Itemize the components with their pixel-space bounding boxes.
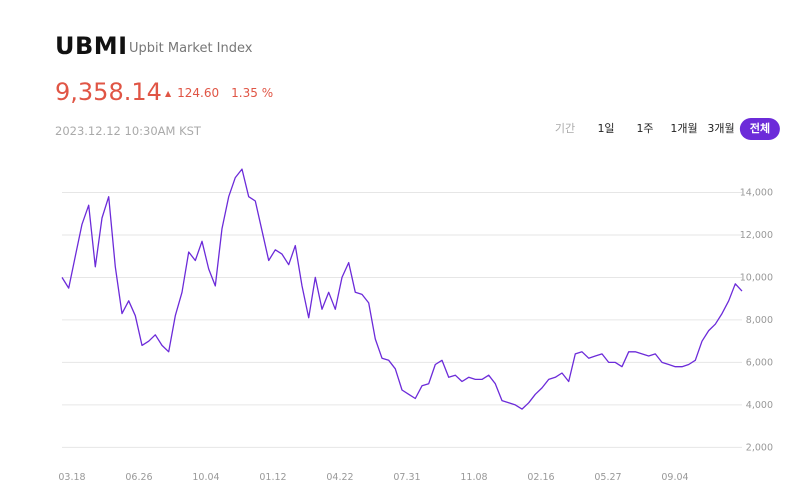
y-tick-label: 12,000 bbox=[740, 230, 773, 241]
ubmi-series-line bbox=[61, 168, 743, 410]
y-tick-label: 8,000 bbox=[746, 315, 773, 326]
timestamp: 2023.12.12 10:30AM KST bbox=[55, 124, 201, 138]
tab-1-week[interactable]: 1주 bbox=[636, 122, 654, 135]
y-tick-label: 14,000 bbox=[740, 187, 773, 198]
up-triangle-icon: ▲ bbox=[165, 89, 172, 98]
change-percent: 1.35 % bbox=[231, 86, 274, 100]
current-price: 9,358.14 bbox=[55, 78, 162, 106]
tab-1-day[interactable]: 1일 bbox=[597, 122, 615, 135]
period-label: 기간 bbox=[554, 122, 576, 135]
tab-1-month[interactable]: 1개월 bbox=[670, 122, 698, 135]
x-tick-label: 04.22 bbox=[326, 472, 353, 483]
x-tick-label: 06.26 bbox=[125, 472, 152, 483]
x-tick-label: 05.27 bbox=[594, 472, 621, 483]
x-tick-label: 09.04 bbox=[661, 472, 688, 483]
index-subtitle: Upbit Market Index bbox=[129, 41, 253, 56]
x-tick-label: 07.31 bbox=[393, 472, 420, 483]
price-change: ▲ 124.60 1.35 % bbox=[165, 86, 273, 100]
change-value: 124.60 bbox=[177, 86, 220, 100]
period-tabs: 기간 1일 1주 1개월 3개월 전체 bbox=[0, 118, 800, 140]
x-tick-label: 11.08 bbox=[460, 472, 487, 483]
y-tick-label: 4,000 bbox=[746, 400, 773, 411]
x-tick-label: 03.18 bbox=[58, 472, 85, 483]
index-title: UBMI bbox=[55, 32, 128, 60]
x-tick-label: 01.12 bbox=[259, 472, 286, 483]
tab-all[interactable]: 전체 bbox=[739, 118, 781, 140]
x-tick-label: 02.16 bbox=[527, 472, 554, 483]
y-tick-label: 6,000 bbox=[746, 357, 773, 368]
y-tick-label: 10,000 bbox=[740, 272, 773, 283]
tab-3-months[interactable]: 3개월 bbox=[707, 122, 735, 135]
x-tick-label: 10.04 bbox=[192, 472, 219, 483]
y-tick-label: 2,000 bbox=[746, 442, 773, 453]
